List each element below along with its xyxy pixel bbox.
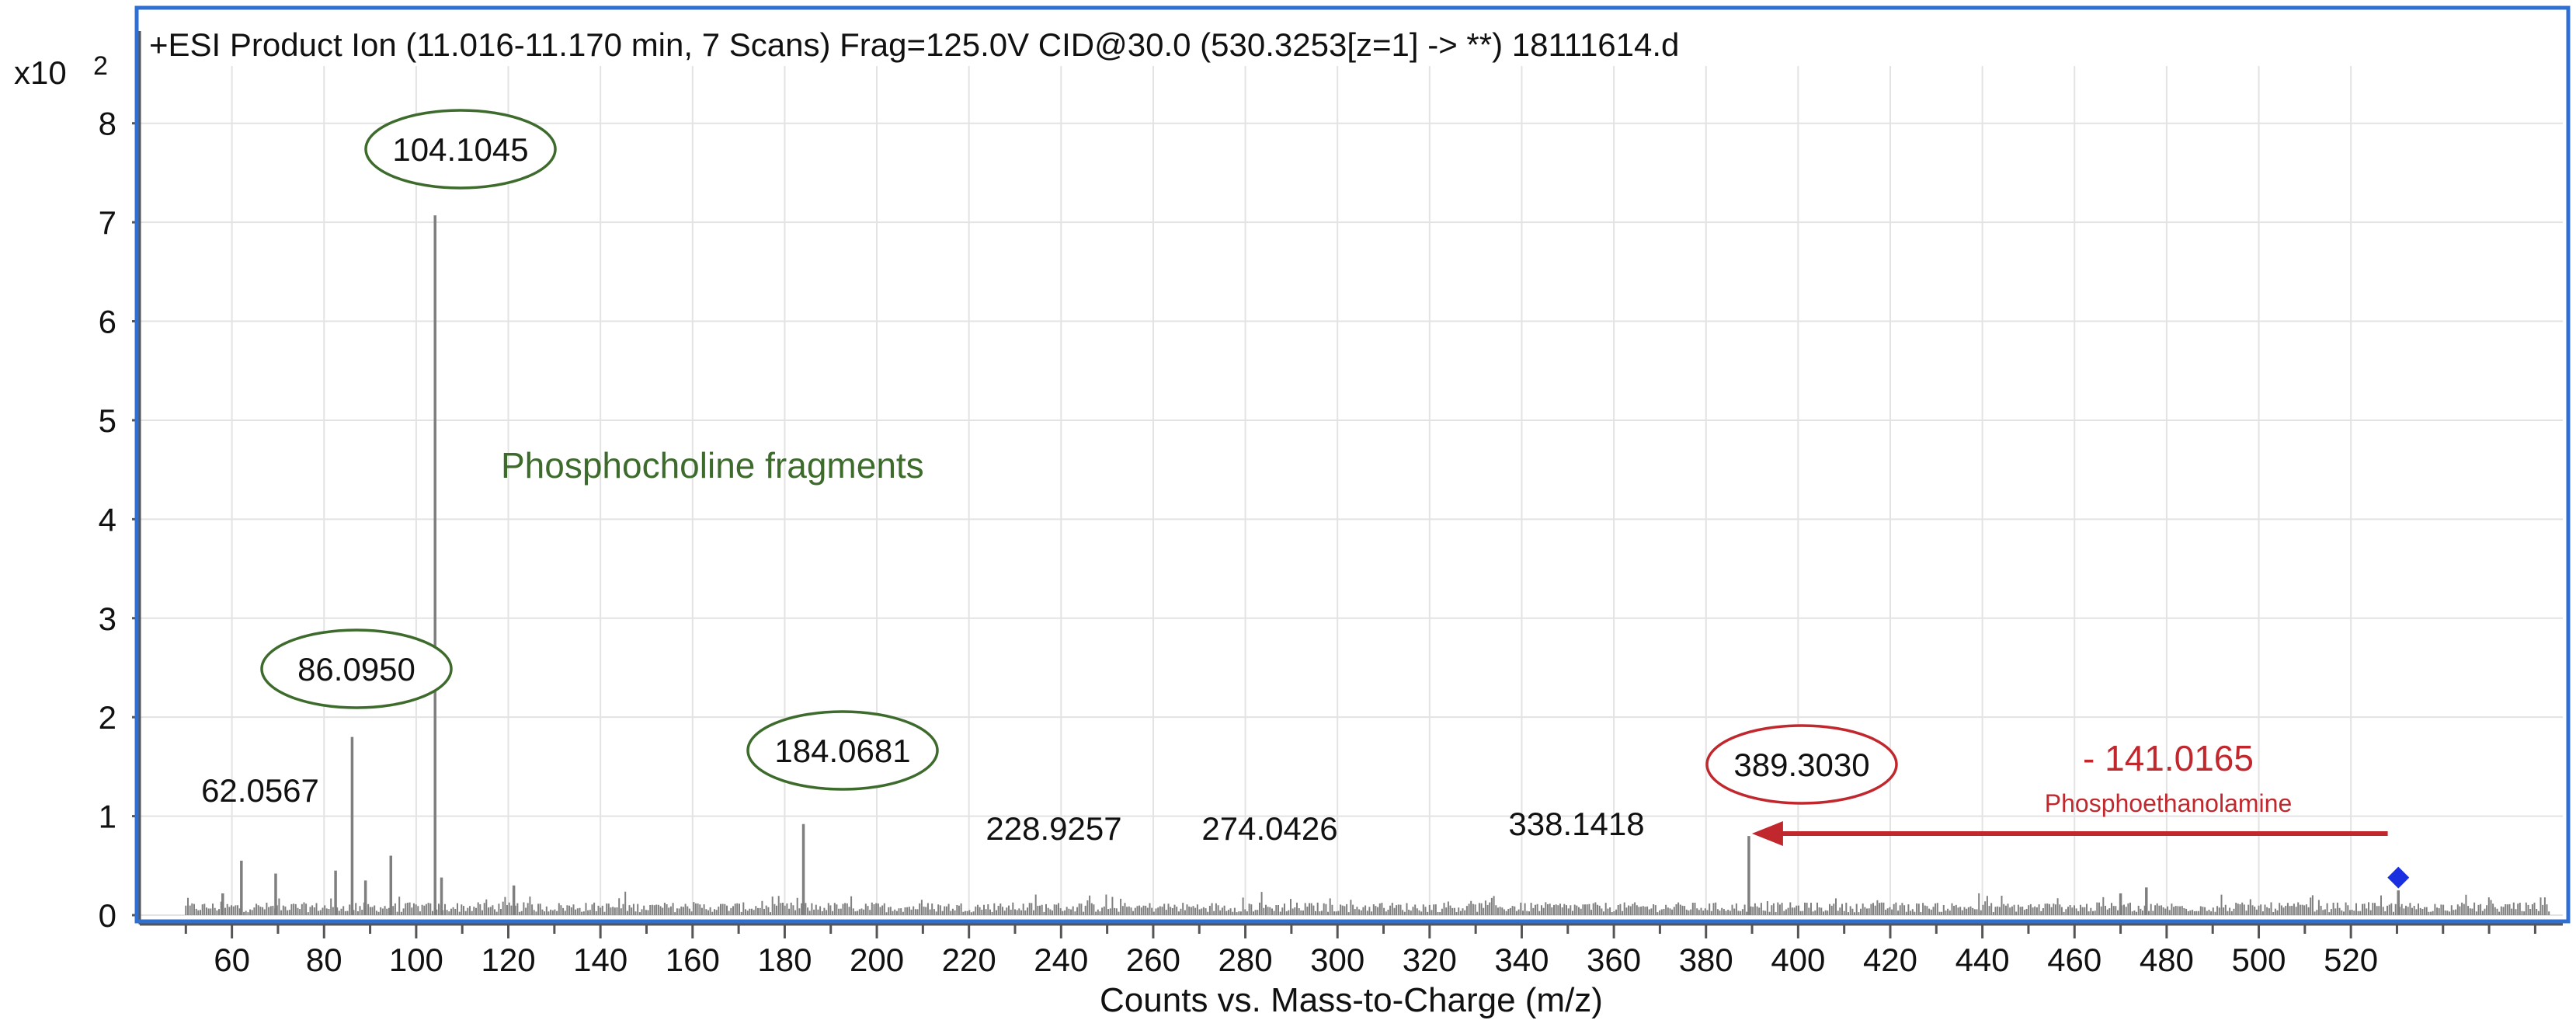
- y-tick-label: 1: [99, 799, 116, 835]
- neutral-loss-arrowhead: [1751, 821, 1783, 846]
- peak-label: 86.0950: [297, 651, 415, 688]
- x-tick-label: 380: [1679, 942, 1733, 978]
- annotations: Phosphocholine fragments - 141.0165 Phosph…: [501, 445, 2410, 889]
- grid-lines: [140, 66, 2563, 916]
- peak-label: 184.0681: [774, 733, 910, 769]
- y-tick-label: 8: [99, 106, 116, 142]
- y-scale-label: x10: [14, 54, 67, 91]
- plot-frame: [134, 5, 2571, 924]
- x-tick-label: 180: [757, 942, 812, 978]
- spectrum-peaks: [221, 215, 2400, 915]
- y-tick-label: 5: [99, 402, 116, 439]
- x-tick-label: 520: [2324, 942, 2378, 978]
- peak-label: 62.0567: [201, 772, 319, 809]
- peak-labels: 104.1045 86.0950 184.0681 389.3030 62.0567 22…: [201, 109, 1898, 847]
- x-tick-label: 100: [389, 942, 443, 978]
- peak-label-ellipse: [364, 109, 557, 190]
- x-tick-label: 400: [1771, 942, 1825, 978]
- x-tick-label: 220: [942, 942, 996, 978]
- peak-label: 338.1418: [1508, 806, 1644, 842]
- y-scale-exponent: 2: [93, 51, 108, 81]
- x-tick-label: 300: [1310, 942, 1364, 978]
- x-tick-label: 360: [1587, 942, 1641, 978]
- peak-label: 389.3030: [1733, 747, 1869, 783]
- noise-trace: [185, 891, 2550, 915]
- x-tick-label: 260: [1126, 942, 1180, 978]
- peak-label-ellipse: [1705, 724, 1898, 805]
- neutral-loss-name: Phosphoethanolamine: [2045, 789, 2292, 817]
- y-tick-label: 6: [99, 304, 116, 340]
- chart-title: +ESI Product Ion (11.016-11.170 min, 7 S…: [149, 26, 1679, 63]
- x-tick-label: 240: [1034, 942, 1088, 978]
- x-tick-label: 480: [2140, 942, 2194, 978]
- x-tick-label: 140: [573, 942, 627, 978]
- x-axis-label: Counts vs. Mass-to-Charge (m/z): [1100, 981, 1603, 1019]
- y-tick-label: 0: [99, 897, 116, 934]
- y-tick-label: 4: [99, 501, 116, 538]
- x-tick-label: 120: [481, 942, 535, 978]
- x-tick-label: 440: [1955, 942, 2010, 978]
- peak-label: 104.1045: [392, 131, 528, 168]
- x-tick-label: 420: [1863, 942, 1917, 978]
- x-tick-label: 200: [850, 942, 904, 978]
- x-tick-label: 80: [306, 942, 342, 978]
- x-tick-label: 460: [2047, 942, 2101, 978]
- x-tick-label: 280: [1218, 942, 1273, 978]
- x-tick-label: 160: [666, 942, 720, 978]
- x-tick-label: 320: [1403, 942, 1457, 978]
- x-tick-label: 340: [1494, 942, 1549, 978]
- y-tick-label: 2: [99, 699, 116, 736]
- y-tick-label: 7: [99, 204, 116, 241]
- x-tick-label: 500: [2231, 942, 2286, 978]
- neutral-loss-value: - 141.0165: [2083, 738, 2254, 778]
- peak-label: 228.9257: [986, 810, 1121, 847]
- axes: 0 1 2 3 4 5 6 7 8 60 80 100 120 140 160 180 200 220 240 260…: [99, 31, 2563, 978]
- phosphocholine-label: Phosphocholine fragments: [501, 445, 924, 486]
- baseline-noise: [185, 891, 2550, 915]
- y-tick-label: 3: [99, 601, 116, 637]
- peak-label: 274.0426: [1201, 810, 1337, 847]
- x-tick-label: 60: [214, 942, 250, 978]
- precursor-marker: [2387, 866, 2410, 889]
- peak-label-ellipse: [260, 628, 453, 709]
- peak-label-ellipse: [746, 710, 939, 791]
